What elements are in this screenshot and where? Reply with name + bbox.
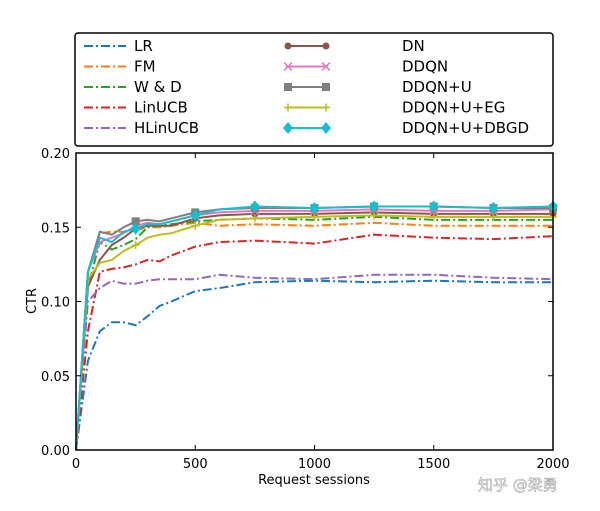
series-lr [75,279,553,451]
series-ddqn-u-eg [75,211,557,451]
series-ddqn [75,204,558,451]
legend-label: LR [134,37,153,55]
series-line-dn [75,211,553,451]
series-line-ddqn-u-eg [75,214,553,451]
data-point-ddqn-u-eg [489,212,498,221]
data-point-ddqn-u-eg [191,221,200,230]
data-point-ddqn-u-eg [429,212,438,221]
series-line-linucb [75,233,554,451]
series-hlinucb [75,273,554,451]
legend-marker [284,103,292,112]
data-point-ddqn-u-dbgd [428,200,439,213]
data-point-ddqn-u-dbgd [488,201,499,214]
series-line-hlinucb [75,273,554,451]
data-point-ddqn-u-dbgd [249,200,260,213]
legend-marker [284,83,292,91]
legend-item-w-d: W & D [84,78,182,96]
series-line-ddqn-u-dbgd [75,205,554,451]
legend-marker [322,83,330,91]
y-tick-label: 0.10 [41,296,70,311]
legend-item-lr: LR [84,37,153,55]
legend: LR FM W & D LinUCB HLinUCB DN DDQN DDQN+U DDQN+U… [84,37,529,137]
y-axis-label: CTR [25,288,40,314]
y-tick-label: 0.15 [41,221,70,236]
legend-label: HLinUCB [134,119,199,137]
series-line-ddqn [75,208,554,451]
watermark: 知乎 @梁勇 [478,476,558,494]
legend-label: W & D [134,78,182,96]
series-dn [75,208,557,451]
legend-item-ddqn-u-eg: DDQN+U+EG [284,99,505,117]
legend-label: LinUCB [134,99,188,117]
x-tick-label: 1000 [298,457,331,472]
data-point-ddqn-u-eg [370,211,379,220]
legend-marker [283,122,293,134]
data-point-ddqn-u-eg [310,212,319,221]
x-tick-label: 0 [72,457,80,472]
legend-label: FM [134,58,156,76]
data-point-ddqn-u [131,217,140,226]
data-point-ddqn-u-eg [250,214,259,223]
x-tick-label: 1500 [417,457,450,472]
series-w-d [75,215,553,451]
legend-item-ddqn: DDQN [283,58,448,76]
y-tick-label: 0.20 [41,147,70,162]
data-point-ddqn-u-eg [131,241,140,250]
legend-label: DDQN+U+DBGD [402,119,529,137]
legend-marker [283,61,293,72]
legend-marker [322,103,330,112]
x-axis-label: Request sessions [258,473,370,488]
series-linucb [75,233,554,451]
legend-label: DDQN+U [402,78,472,96]
series-ddqn-u [75,202,557,451]
legend-item-hlinucb: HLinUCB [84,119,199,137]
legend-item-ddqn-u: DDQN+U [284,78,472,96]
legend-label: DDQN [402,58,448,76]
legend-box [74,32,554,147]
data-point-ddqn-u-dbgd [190,209,201,222]
axis-ticks: 0 500 1000 1500 2000 0.00 0.05 0.10 0.15 0.20 [41,147,570,472]
legend-label: DN [402,37,425,55]
series-fm [75,221,553,451]
series-line-lr [75,279,553,451]
series-lines [75,200,558,451]
series-line-w-d [75,215,553,451]
x-tick-label: 2000 [536,457,569,472]
legend-marker [321,61,331,72]
plot-frame [75,152,554,451]
legend-marker [322,42,330,50]
data-point-ddqn-u-dbgd [369,200,380,213]
legend-marker [284,42,292,50]
series-line-fm [75,221,553,451]
data-point-ddqn-u-dbgd [309,201,320,214]
legend-item-fm: FM [84,58,156,76]
legend-label: DDQN+U+EG [402,99,505,117]
legend-item-ddqn-u-dbgd: DDQN+U+DBGD [283,119,529,137]
legend-marker [321,122,331,134]
data-point-ddqn-u-dbgd [130,222,141,235]
y-tick-label: 0.00 [41,444,70,459]
legend-item-linucb: LinUCB [84,99,188,117]
series-ddqn-u-dbgd [75,200,558,451]
x-tick-label: 500 [183,457,208,472]
y-tick-label: 0.05 [41,370,70,385]
legend-item-dn: DN [284,37,425,55]
